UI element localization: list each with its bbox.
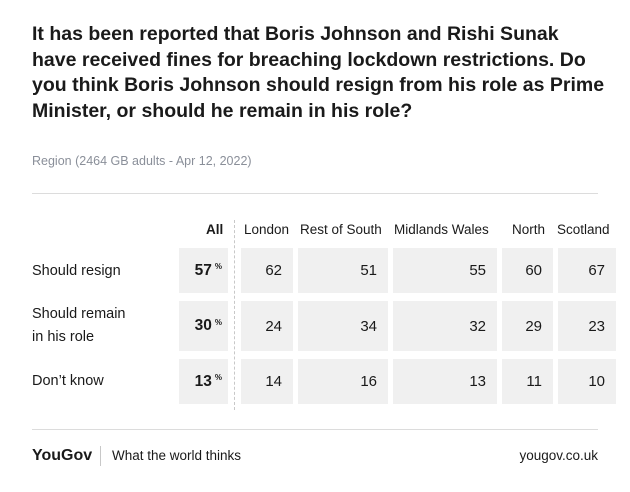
cell-london-dont-know: 14	[241, 359, 293, 404]
column-header-all: All	[206, 222, 224, 237]
footer-tagline: What the world thinks	[112, 448, 242, 463]
column-header-midlands-wales: Midlands Wales	[394, 222, 489, 237]
footer-url-link[interactable]: yougov.co.uk	[519, 448, 598, 463]
row-label-line: Should remain	[32, 306, 126, 322]
all-column-divider	[234, 220, 235, 410]
column-header-london: London	[244, 222, 290, 237]
cell-all-dont-know: 13%	[179, 359, 228, 404]
cell-midlands-wales-should-remain: 32	[393, 301, 497, 351]
footer-separator	[100, 446, 101, 466]
chart-title: It has been reported that Boris Johnson …	[32, 23, 605, 122]
cell-north-should-remain: 29	[502, 301, 553, 351]
top-divider	[32, 193, 598, 194]
cell-midlands-wales-should-resign: 55	[393, 248, 497, 293]
column-header-scotland: Scotland	[557, 222, 610, 237]
cell-north-should-resign: 60	[502, 248, 553, 293]
row-label-should-resign: Should resign	[32, 263, 121, 279]
yougov-logo: YouGov	[32, 447, 93, 464]
cell-all-should-remain: 30%	[179, 301, 228, 351]
cell-scotland-should-remain: 23	[558, 301, 616, 351]
cell-rest-of-south-should-remain: 34	[298, 301, 388, 351]
cell-midlands-wales-dont-know: 13	[393, 359, 497, 404]
row-label-line: in his role	[32, 329, 95, 345]
chart-subtitle: Region (2464 GB adults - Apr 12, 2022)	[32, 154, 252, 168]
cell-rest-of-south-dont-know: 16	[298, 359, 388, 404]
cell-north-dont-know: 11	[502, 359, 553, 404]
cell-all-should-resign: 57%	[179, 248, 228, 293]
column-header-rest-of-south: Rest of South	[300, 222, 382, 237]
cell-london-should-resign: 62	[241, 248, 293, 293]
column-header-north: North	[512, 222, 546, 237]
cell-london-should-remain: 24	[241, 301, 293, 351]
bottom-divider	[32, 429, 598, 430]
row-label-dont-know: Don’t know	[32, 373, 104, 389]
cell-rest-of-south-should-resign: 51	[298, 248, 388, 293]
cell-scotland-dont-know: 10	[558, 359, 616, 404]
row-label-should-remain: Should remain in his role	[32, 303, 126, 349]
cell-scotland-should-resign: 67	[558, 248, 616, 293]
